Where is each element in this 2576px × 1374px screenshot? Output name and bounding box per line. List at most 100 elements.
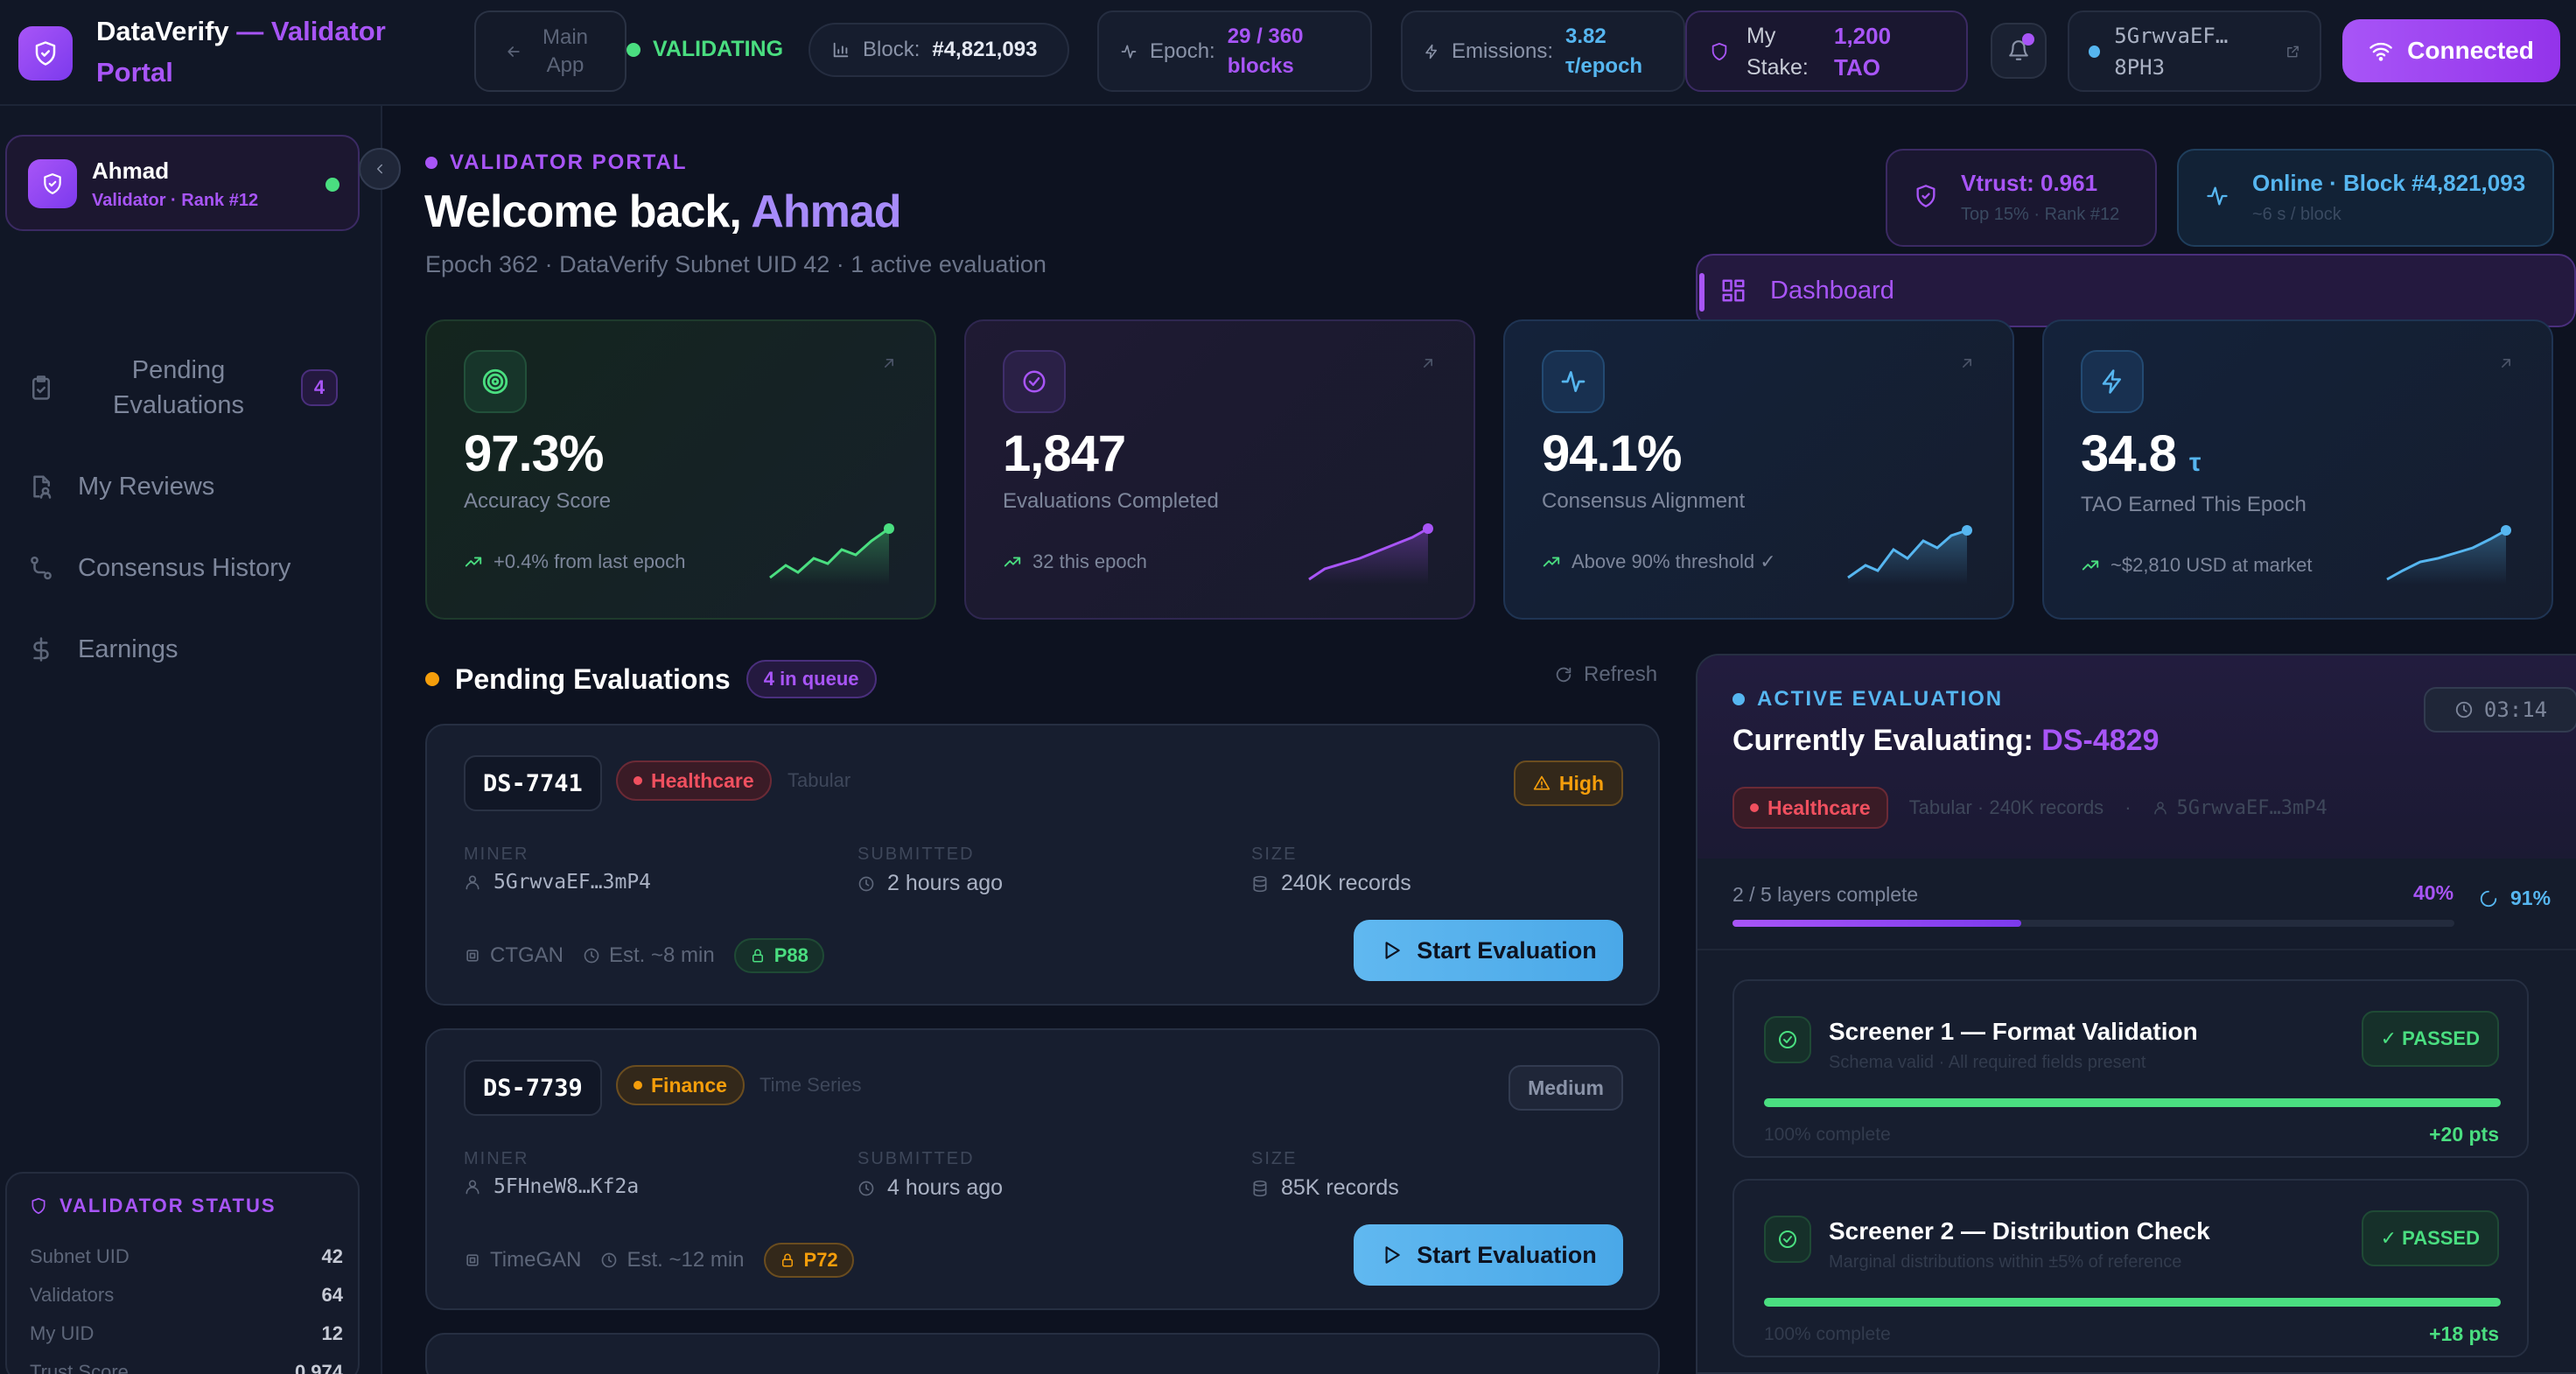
play-icon <box>1385 942 1400 959</box>
clock-icon <box>584 948 599 964</box>
layer-points: +18 pts <box>2429 1322 2499 1345</box>
stat-value: 1,847 <box>1003 425 1126 482</box>
stat-trend: 32 this epoch <box>1003 550 1147 573</box>
vtrust-rank: Top 15% · Rank #12 <box>1961 205 2120 224</box>
size-header: SIZE <box>1251 845 1298 864</box>
status-text: VALIDATING <box>653 37 784 61</box>
cpu-icon <box>466 1254 479 1266</box>
start-evaluation-button[interactable]: Start Evaluation <box>1354 920 1623 981</box>
stat-card-tao-earned[interactable]: 34.8 τ TAO Earned This Epoch ~$2,810 USD… <box>2042 319 2553 620</box>
miner-header: MINER <box>464 1149 529 1168</box>
active-dot <box>1732 693 1745 705</box>
pending-evaluations-header: Pending Evaluations 4 in queue <box>425 660 877 698</box>
sidebar-item-pending-evaluations[interactable]: Pending Evaluations 4 <box>5 344 360 431</box>
external-link-icon[interactable] <box>2286 44 2300 60</box>
data-type: Tabular <box>788 769 851 791</box>
user-icon <box>466 875 480 890</box>
active-title: Currently Evaluating: DS-4829 <box>1732 724 2160 758</box>
separator-dot: · <box>2124 796 2132 818</box>
evaluation-card[interactable]: DS-7739 Finance Time Series Medium MINER… <box>425 1028 1660 1310</box>
status-label: Subnet UID <box>30 1245 130 1267</box>
sidebar-item-label: My Reviews <box>78 472 215 501</box>
layer-status-badge: ✓ PASSED <box>2361 1011 2499 1067</box>
dataset-size: 240K records <box>1281 871 1411 895</box>
bell-icon <box>2009 40 2028 60</box>
sidebar-item-consensus-history[interactable]: Consensus History <box>5 531 360 605</box>
layer-status-badge: ✓ PASSED <box>2361 1210 2499 1266</box>
status-row: Trust Score 0.974 <box>30 1361 343 1374</box>
stat-value: 94.1% <box>1542 425 1682 482</box>
category-tag: Healthcare <box>1732 787 1888 829</box>
miner-value: 5GrwvaEF…3mP4 <box>464 871 651 894</box>
trending-up-icon <box>1543 557 1560 567</box>
model-name: CTGAN <box>490 943 564 967</box>
lock-icon <box>752 949 763 963</box>
lock-icon <box>781 1253 793 1267</box>
stat-trend-text: Above 90% threshold ✓ <box>1572 550 1776 572</box>
wifi-icon <box>2370 42 2392 61</box>
stat-card-evaluations[interactable]: 1,847 Evaluations Completed 32 this epoc… <box>964 319 1475 620</box>
arrow-up-right-icon <box>1958 354 1976 372</box>
dataset-id: DS-7741 <box>464 755 602 811</box>
layer-progress-bar <box>1764 1098 2501 1107</box>
connected-button[interactable]: Connected <box>2342 19 2560 82</box>
user-card[interactable]: Ahmad Validator · Rank #12 <box>5 135 360 231</box>
start-evaluation-button[interactable]: Start Evaluation <box>1354 1224 1623 1286</box>
section-dot <box>425 672 439 686</box>
estimate-text: Est. ~12 min <box>626 1248 745 1272</box>
status-value: 12 <box>321 1322 343 1344</box>
eyebrow-text: VALIDATOR PORTAL <box>450 151 688 174</box>
tag-dot <box>634 1081 642 1090</box>
layer-title: Screener 1 — Format Validation <box>1829 1018 2198 1045</box>
shield-icon <box>1914 184 1938 208</box>
sidebar-item-my-reviews[interactable]: My Reviews <box>5 450 360 523</box>
status-dot <box>626 42 640 57</box>
wallet-address[interactable]: 5GrwvaEF… 8PH3 <box>2068 11 2321 92</box>
stat-value-number: 34.8 <box>2081 425 2177 482</box>
vtrust-card: Vtrust: 0.961 Top 15% · Rank #12 <box>1886 149 2157 247</box>
refresh-button[interactable]: Refresh <box>1554 662 1657 687</box>
epoch-value: 29 / 360 blocks <box>1227 24 1304 78</box>
cpu-icon <box>466 950 479 962</box>
points-value: P72 <box>803 1249 838 1271</box>
trending-up-icon <box>2082 560 2099 571</box>
status-row: My UID 12 <box>30 1322 343 1345</box>
points-badge: P72 <box>763 1243 854 1278</box>
evaluation-card[interactable]: DS-7741 Healthcare Tabular High MINER SU… <box>425 724 1660 1006</box>
evaluation-meta: TimeGAN Est. ~12 min P72 <box>464 1243 854 1278</box>
pulse-icon <box>2205 184 2230 208</box>
layer-card[interactable]: Screener 1 — Format Validation Schema va… <box>1732 979 2529 1158</box>
evaluation-card[interactable] <box>425 1333 1660 1374</box>
progress-bar <box>1732 920 2454 927</box>
validator-status-heading: VALIDATOR STATUS <box>60 1195 276 1216</box>
active-evaluation-panel: ACTIVE EVALUATION 03:14 Currently Evalua… <box>1696 654 2576 1374</box>
active-eyebrow: ACTIVE EVALUATION <box>1732 687 2003 712</box>
sidebar-item-earnings[interactable]: Earnings <box>5 613 360 686</box>
sidebar-item-dashboard[interactable]: Dashboard <box>1696 254 2576 327</box>
refresh-label: Refresh <box>1584 662 1658 686</box>
block-value: #4,821,093 <box>932 38 1038 61</box>
start-label: Start Evaluation <box>1417 936 1597 964</box>
stat-card-accuracy[interactable]: 97.3% Accuracy Score +0.4% from last epo… <box>425 319 936 620</box>
online-dot <box>326 178 340 192</box>
top-bar: DataVerify — Validator Portal Main App V… <box>0 0 2576 106</box>
stat-card-consensus[interactable]: 94.1% Consensus Alignment Above 90% thre… <box>1503 319 2014 620</box>
evaluation-meta: CTGAN Est. ~8 min P88 <box>464 938 824 973</box>
sidebar: Ahmad Validator · Rank #12 Dashboard Pen… <box>0 106 2576 1374</box>
shield-check-icon <box>44 173 61 194</box>
size-value: 240K records <box>1251 871 1411 896</box>
dashboard-icon <box>1720 277 1746 304</box>
data-type: Time Series <box>760 1074 862 1096</box>
notifications-button[interactable] <box>1991 23 2047 79</box>
portal-eyebrow: VALIDATOR PORTAL <box>425 151 688 175</box>
validator-status-card: VALIDATOR STATUS Subnet UID 42 Validators… <box>5 1172 360 1374</box>
layer-card[interactable]: Screener 2 — Distribution Check Marginal… <box>1732 1179 2529 1357</box>
status-label: Trust Score <box>30 1361 129 1374</box>
dataset-id: DS-7739 <box>464 1060 602 1116</box>
collapse-sidebar-button[interactable] <box>359 148 401 190</box>
category-label: Healthcare <box>1768 796 1871 819</box>
category-label: Finance <box>651 1073 727 1097</box>
shield-icon <box>1712 42 1727 60</box>
main-app-button[interactable]: Main App <box>474 11 626 92</box>
pending-count-badge: 4 <box>301 369 338 406</box>
